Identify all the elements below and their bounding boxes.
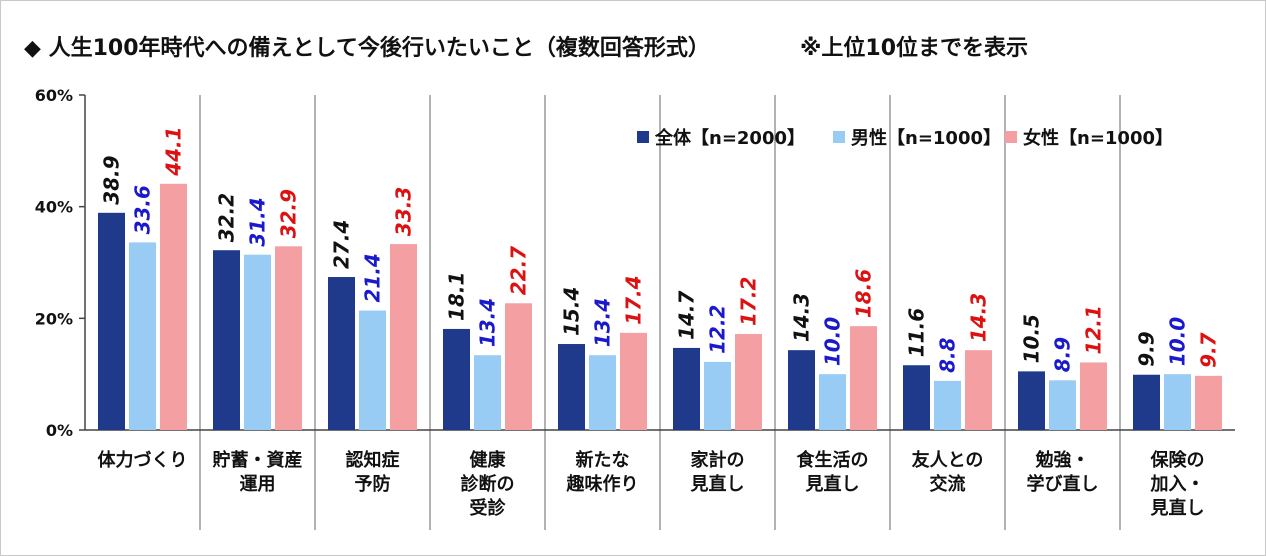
bar bbox=[620, 332, 647, 430]
data-label: 9.7 bbox=[1197, 332, 1221, 368]
data-label: 10.0 bbox=[821, 317, 845, 366]
data-label: 38.9 bbox=[100, 155, 124, 204]
category-label: 友人との bbox=[912, 449, 984, 471]
category-label: 体力づくり bbox=[98, 449, 188, 471]
bar bbox=[359, 310, 386, 430]
category-label: 食生活の bbox=[796, 449, 869, 471]
category-label: 加入・ bbox=[1150, 474, 1205, 495]
data-label: 18.1 bbox=[445, 272, 469, 321]
y-tick-label: 60% bbox=[35, 86, 73, 105]
category-label: 保険の bbox=[1150, 449, 1205, 471]
data-label: 12.2 bbox=[706, 305, 730, 354]
bar bbox=[1195, 375, 1222, 430]
category-label: 見直し bbox=[805, 473, 860, 495]
data-label: 8.8 bbox=[936, 337, 960, 373]
category-label: 学び直し bbox=[1027, 473, 1099, 495]
bar bbox=[788, 350, 815, 430]
category-label: 受診 bbox=[470, 497, 507, 519]
category-label: 認知症 bbox=[346, 449, 400, 471]
data-label: 10.5 bbox=[1020, 314, 1044, 363]
bar bbox=[934, 380, 961, 430]
bar bbox=[1080, 362, 1107, 430]
legend-label: 女性【n=1000】 bbox=[1023, 127, 1173, 149]
bar bbox=[443, 328, 470, 430]
data-label: 10.0 bbox=[1166, 317, 1190, 366]
bar bbox=[390, 244, 417, 430]
data-label: 13.4 bbox=[476, 298, 500, 347]
data-label: 9.9 bbox=[1135, 331, 1159, 367]
bar bbox=[965, 350, 992, 430]
data-label: 18.6 bbox=[852, 269, 876, 318]
legend-swatch bbox=[833, 131, 845, 143]
data-label: 33.3 bbox=[392, 187, 416, 236]
chart-note: ※上位10位までを表示 bbox=[800, 36, 1029, 61]
bar bbox=[558, 344, 585, 430]
bar bbox=[328, 277, 355, 430]
bar bbox=[704, 361, 731, 430]
data-label: 14.3 bbox=[790, 293, 814, 342]
legend-label: 全体【n=2000】 bbox=[654, 127, 805, 149]
category-label: 新たな bbox=[576, 449, 630, 471]
data-label: 32.2 bbox=[215, 193, 239, 242]
data-label: 44.1 bbox=[162, 126, 186, 176]
bar bbox=[850, 326, 877, 430]
category-label: 趣味作り bbox=[566, 473, 639, 495]
data-label: 31.4 bbox=[246, 197, 270, 246]
data-label: 33.6 bbox=[131, 185, 155, 234]
bar bbox=[213, 250, 240, 430]
bar bbox=[1164, 374, 1191, 430]
legend-swatch bbox=[637, 131, 649, 143]
category-label: 予防 bbox=[355, 473, 391, 495]
data-label: 17.4 bbox=[622, 275, 646, 324]
bar bbox=[1018, 371, 1045, 430]
bar bbox=[1133, 374, 1160, 430]
category-label: 家計の bbox=[691, 449, 745, 471]
category-label: 勉強・ bbox=[1035, 449, 1090, 471]
bar bbox=[1049, 380, 1076, 430]
data-label: 11.6 bbox=[905, 308, 929, 357]
data-label: 14.7 bbox=[675, 290, 699, 339]
bar bbox=[505, 303, 532, 430]
data-label: 32.9 bbox=[277, 189, 301, 238]
chart-title: ◆ 人生100年時代への備えとして今後行いたいこと（複数回答形式） bbox=[24, 36, 710, 61]
data-label: 12.1 bbox=[1082, 305, 1106, 354]
data-label: 21.4 bbox=[361, 253, 385, 302]
bar bbox=[244, 254, 271, 430]
data-label: 27.4 bbox=[330, 220, 354, 269]
category-label: 交流 bbox=[930, 473, 966, 495]
bar bbox=[474, 355, 501, 430]
bar bbox=[673, 347, 700, 430]
data-label: 14.3 bbox=[967, 293, 991, 342]
bar bbox=[98, 212, 125, 430]
category-label: 診断の bbox=[461, 473, 515, 495]
category-label: 貯蓄・資産 bbox=[213, 449, 303, 471]
data-label: 13.4 bbox=[591, 298, 615, 347]
category-label: 見直し bbox=[1150, 497, 1205, 519]
bar bbox=[903, 365, 930, 430]
category-label: 見直し bbox=[690, 473, 745, 495]
bar bbox=[160, 183, 187, 430]
category-label: 健康 bbox=[470, 449, 507, 471]
data-label: 22.7 bbox=[507, 246, 531, 295]
bar bbox=[129, 242, 156, 430]
bar bbox=[735, 333, 762, 430]
bar bbox=[275, 246, 302, 430]
data-label: 8.9 bbox=[1051, 337, 1075, 373]
legend-swatch bbox=[1005, 131, 1017, 143]
y-tick-label: 20% bbox=[35, 309, 73, 328]
bar bbox=[819, 374, 846, 430]
data-label: 15.4 bbox=[560, 287, 584, 336]
data-label: 17.2 bbox=[737, 277, 761, 326]
bar bbox=[589, 355, 616, 430]
category-label: 運用 bbox=[240, 474, 276, 495]
legend-label: 男性【n=1000】 bbox=[851, 127, 1001, 149]
y-tick-label: 40% bbox=[35, 198, 73, 217]
y-tick-label: 0% bbox=[46, 421, 73, 440]
